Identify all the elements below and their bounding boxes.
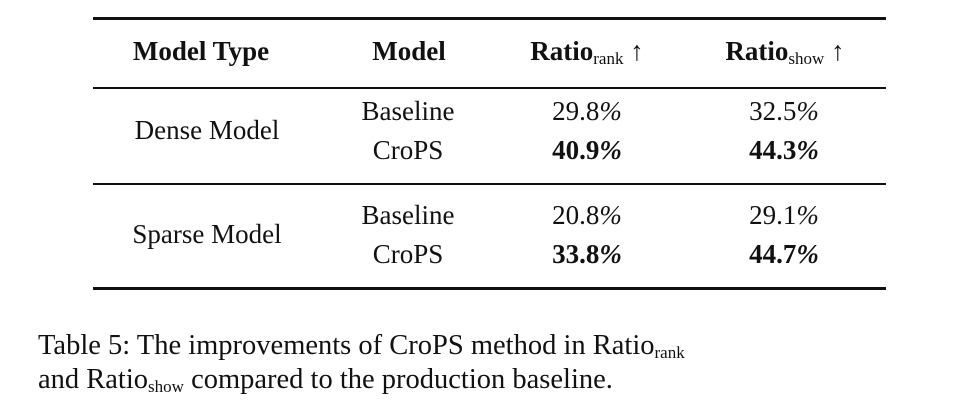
top-rule	[93, 17, 886, 20]
ratio-show-cell: 44.7%	[749, 239, 819, 270]
ratio-rank-cell: 29.8%	[552, 96, 622, 127]
up-arrow-icon: ↑	[630, 36, 644, 66]
value: 33.8	[552, 239, 600, 269]
percent-sign: %	[796, 96, 819, 126]
up-arrow-icon: ↑	[831, 36, 845, 66]
value: 32.5	[749, 96, 797, 126]
model-cell: CroPS	[372, 239, 444, 269]
model-type-cell: Sparse Model	[132, 219, 282, 249]
ratio-rank-cell: 40.9%	[552, 135, 622, 166]
percent-sign: %	[796, 135, 819, 165]
header-ratio-show-sub: show	[788, 49, 825, 68]
ratio-show-cell: 32.5%	[749, 96, 819, 127]
caption-text: and Ratio	[38, 364, 149, 395]
caption-line-1: Table 5: The improvements of CroPS metho…	[38, 330, 685, 363]
header-ratio-rank-sub: rank	[593, 49, 624, 68]
model-cell: CroPS	[372, 135, 444, 165]
percent-sign: %	[599, 96, 622, 126]
percent-sign: %	[599, 239, 622, 269]
header-ratio-show-main: Ratio	[725, 36, 789, 66]
percent-sign: %	[599, 200, 622, 230]
value: 29.8	[552, 96, 600, 126]
header-rule	[93, 87, 886, 89]
caption-sub: rank	[654, 343, 685, 362]
ratio-show-cell: 29.1%	[749, 200, 819, 231]
value: 40.9	[552, 135, 600, 165]
caption-text: compared to the production baseline.	[183, 364, 613, 395]
value: 20.8	[552, 200, 600, 230]
value: 29.1	[749, 200, 797, 230]
percent-sign: %	[796, 200, 819, 230]
group-rule	[93, 183, 886, 185]
caption-line-2: and Ratioshow compared to the production…	[38, 364, 613, 397]
model-cell: Baseline	[361, 96, 455, 126]
header-ratio-show: Ratioshow ↑	[725, 36, 844, 69]
model-type-cell: Dense Model	[134, 115, 280, 145]
caption-text: Table 5: The improvements of CroPS metho…	[38, 330, 655, 361]
header-model: Model	[372, 36, 446, 66]
ratio-rank-cell: 20.8%	[552, 200, 622, 231]
caption-sub: show	[148, 377, 184, 396]
percent-sign: %	[796, 239, 819, 269]
header-ratio-rank: Ratiorank ↑	[530, 36, 643, 69]
header-model-type: Model Type	[132, 36, 270, 66]
ratio-rank-cell: 33.8%	[552, 239, 622, 270]
bottom-rule	[93, 287, 886, 290]
ratio-show-cell: 44.3%	[749, 135, 819, 166]
percent-sign: %	[599, 135, 622, 165]
header-ratio-rank-main: Ratio	[530, 36, 594, 66]
model-cell: Baseline	[361, 200, 455, 230]
value: 44.3	[749, 135, 797, 165]
value: 44.7	[749, 239, 797, 269]
